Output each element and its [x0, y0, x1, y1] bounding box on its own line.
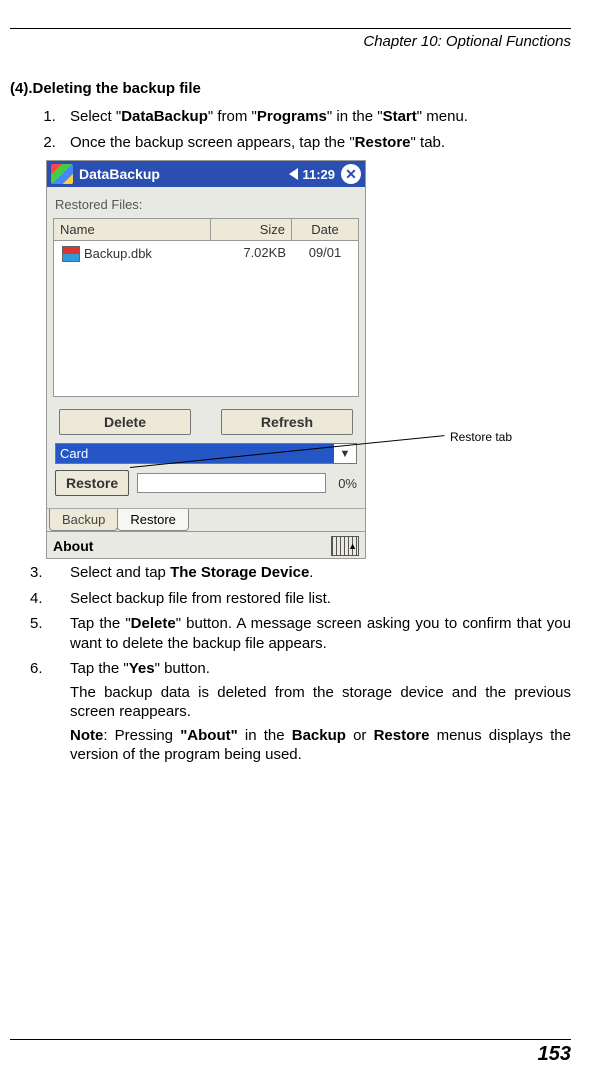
table-empty-area — [54, 266, 358, 396]
app-screenshot: DataBackup 11:29 ✕ Restored Files: Name … — [46, 160, 366, 559]
page: Chapter 10: Optional Functions (4).Delet… — [0, 0, 591, 791]
cell-filename: Backup.dbk — [54, 243, 212, 264]
step-3: Select and tap The Storage Device. — [60, 563, 571, 583]
start-icon[interactable] — [51, 164, 73, 184]
restore-row: Restore 0% — [55, 470, 357, 496]
step-6-note: Note: Pressing "About" in the Backup or … — [70, 726, 571, 765]
footer-rule — [10, 1039, 571, 1040]
progress-bar — [137, 473, 326, 493]
cell-date: 09/01 — [292, 243, 358, 264]
speaker-icon[interactable] — [289, 168, 298, 180]
window-titlebar: DataBackup 11:29 ✕ — [47, 161, 365, 187]
step-4: Select backup file from restored file li… — [60, 589, 571, 609]
step-5: Tap the "Delete" button. A message scree… — [60, 614, 571, 653]
instruction-list-top: Select "DataBackup" from "Programs" in t… — [36, 107, 571, 152]
header-rule — [10, 28, 571, 29]
cell-size: 7.02KB — [212, 243, 292, 264]
keyboard-icon[interactable]: ▲ — [331, 536, 359, 556]
window-title: DataBackup — [79, 166, 289, 182]
col-name[interactable]: Name — [54, 219, 211, 240]
chevron-down-icon[interactable]: ▼ — [334, 448, 356, 460]
refresh-button[interactable]: Refresh — [221, 409, 353, 435]
restored-files-label: Restored Files: — [55, 197, 359, 212]
callout-label: Restore tab — [450, 430, 512, 444]
restore-button[interactable]: Restore — [55, 470, 129, 496]
tab-backup[interactable]: Backup — [49, 509, 118, 531]
progress-percent: 0% — [334, 476, 357, 491]
table-row[interactable]: Backup.dbk 7.02KB 09/01 — [54, 241, 358, 266]
step-6-para1: The backup data is deleted from the stor… — [70, 683, 571, 722]
clock: 11:29 — [302, 167, 335, 182]
close-icon[interactable]: ✕ — [341, 164, 361, 184]
chevron-up-icon: ▲ — [348, 541, 358, 551]
step-1: Select "DataBackup" from "Programs" in t… — [60, 107, 571, 127]
step-2: Once the backup screen appears, tap the … — [60, 133, 571, 153]
menu-bar: About ▲ — [47, 531, 365, 558]
chapter-heading: Chapter 10: Optional Functions — [10, 33, 571, 50]
section-title: (4).Deleting the backup file — [10, 80, 571, 97]
button-row: Delete Refresh — [59, 409, 353, 435]
file-table: Name Size Date Backup.dbk 7.02KB 09/01 — [53, 218, 359, 397]
tab-restore[interactable]: Restore — [117, 509, 189, 531]
file-icon — [62, 246, 80, 262]
step-6-text: Tap the "Yes" button. — [70, 660, 210, 677]
instruction-list-bottom: Select and tap The Storage Device. Selec… — [36, 563, 571, 765]
bottom-tabs: Backup Restore — [47, 508, 365, 531]
screenshot-row: DataBackup 11:29 ✕ Restored Files: Name … — [46, 160, 571, 559]
table-header: Name Size Date — [54, 219, 358, 241]
col-size[interactable]: Size — [211, 219, 292, 240]
storage-combo[interactable]: Card ▼ — [55, 443, 357, 464]
about-menu[interactable]: About — [53, 538, 93, 554]
filename-text: Backup.dbk — [84, 246, 152, 261]
delete-button[interactable]: Delete — [59, 409, 191, 435]
col-date[interactable]: Date — [292, 219, 358, 240]
page-number: 153 — [538, 1043, 571, 1066]
step-6: Tap the "Yes" button. The backup data is… — [60, 659, 571, 765]
